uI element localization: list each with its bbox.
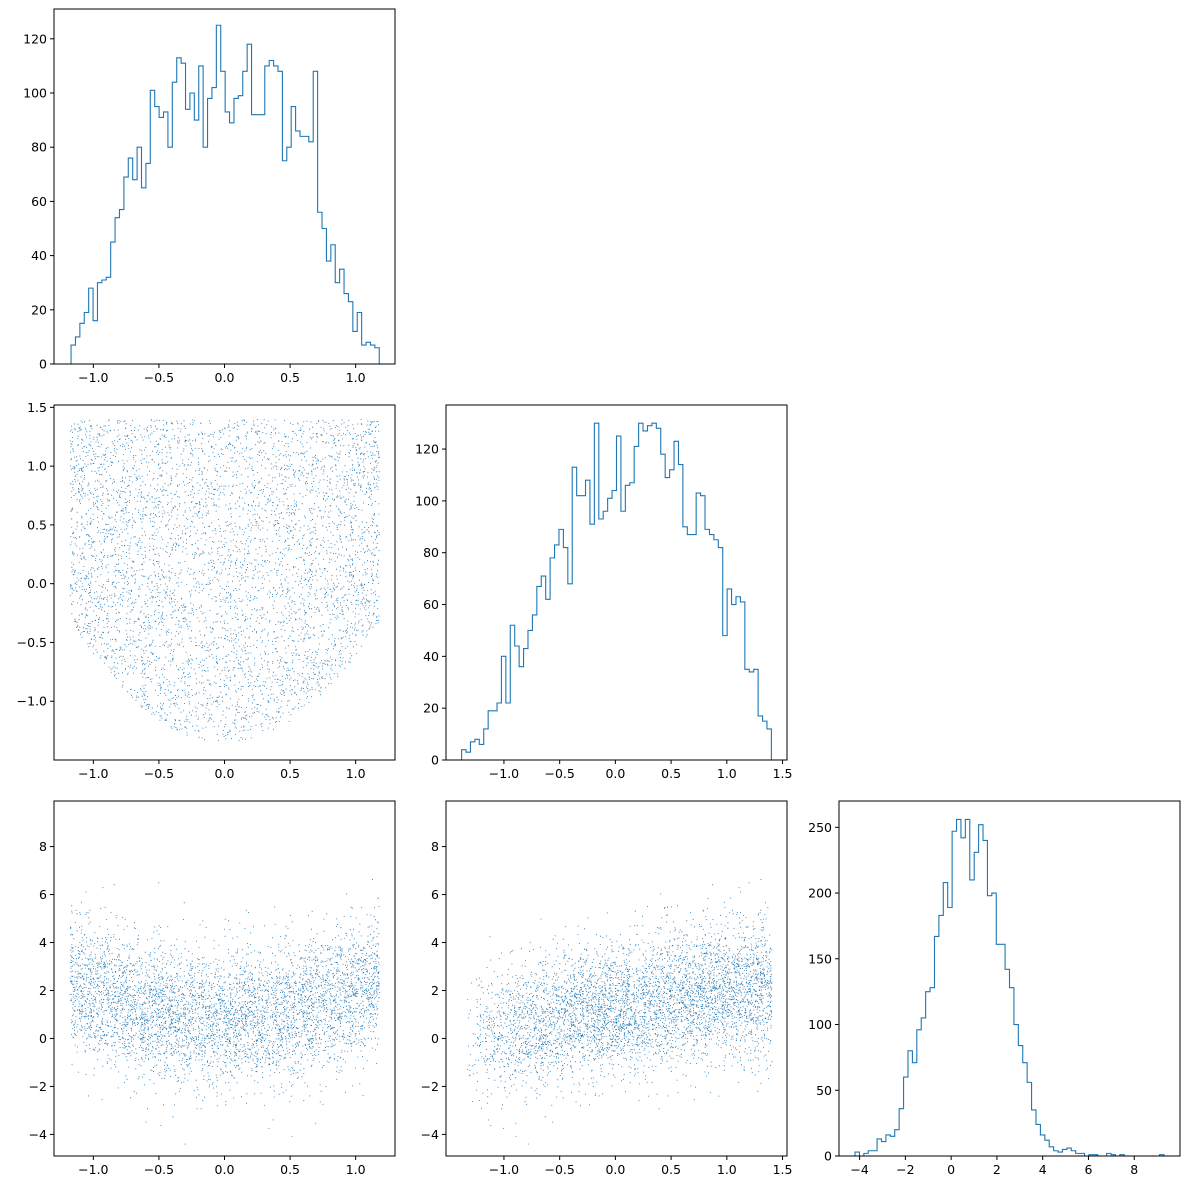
y-tick-label: 120 bbox=[415, 442, 439, 457]
x-tick-label: −4 bbox=[850, 1162, 868, 1177]
x-tick-label: 0.0 bbox=[605, 766, 625, 781]
y-tick-label: 40 bbox=[423, 649, 439, 664]
x-tick-label: −1.0 bbox=[78, 1162, 108, 1177]
y-tick-label: −0.5 bbox=[17, 635, 47, 650]
axes-frame bbox=[445, 800, 788, 1157]
y-tick-label: 20 bbox=[31, 302, 47, 317]
y-tick-label: 1.5 bbox=[27, 400, 47, 415]
x-tick-label: 0.0 bbox=[215, 766, 235, 781]
y-tick-label: 80 bbox=[31, 140, 47, 155]
y-tick-label: −2 bbox=[421, 1079, 439, 1094]
y-tick-label: −2 bbox=[29, 1079, 47, 1094]
y-tick-label: 150 bbox=[808, 951, 832, 966]
y-tick-label: 20 bbox=[423, 701, 439, 716]
y-tick-label: 0 bbox=[39, 357, 47, 372]
x-tick-label: 0.0 bbox=[605, 1162, 625, 1177]
x-tick-label: 0.0 bbox=[215, 1162, 235, 1177]
panel-y-histogram: −1.0 −0.5 0.0 0.5 1.0 1.5 0 20 40 60 80 100 120 bbox=[415, 404, 793, 781]
plot-area bbox=[70, 24, 380, 364]
panel-x-histogram: −1.0 −0.5 0.0 0.5 1.0 0 20 40 60 80 100 120 bbox=[23, 8, 396, 385]
x-tick-label: −1.0 bbox=[489, 766, 519, 781]
axes-frame bbox=[838, 800, 1181, 1157]
y-tick-label: 60 bbox=[31, 194, 47, 209]
plot-area bbox=[461, 422, 772, 760]
y-tick-label: 250 bbox=[808, 820, 832, 835]
x-tick-label: 1.0 bbox=[717, 766, 737, 781]
x-tick-label: −1.0 bbox=[78, 766, 108, 781]
x-tick-label: −2 bbox=[896, 1162, 914, 1177]
x-tick-label: 1.0 bbox=[717, 1162, 737, 1177]
histogram-step-line bbox=[854, 818, 1165, 1156]
x-tick-label: 2 bbox=[993, 1162, 1001, 1177]
x-tick-label: 1.0 bbox=[346, 766, 366, 781]
y-tick-label: 100 bbox=[23, 86, 47, 101]
y-tick-label: 0.0 bbox=[27, 576, 47, 591]
y-tick-label: 120 bbox=[23, 31, 47, 46]
y-tick-label: 2 bbox=[431, 983, 439, 998]
x-tick-label: 0.5 bbox=[661, 766, 681, 781]
x-tick-label: 4 bbox=[1039, 1162, 1047, 1177]
panel-x-y-scatter: −1.0 −0.5 0.0 0.5 1.0 −1.0 −0.5 0.0 0.5 1.0 1.5 bbox=[17, 400, 396, 781]
y-tick-label: 8 bbox=[39, 839, 47, 854]
y-tick-label: 6 bbox=[431, 887, 439, 902]
x-tick-label: 0.5 bbox=[280, 1162, 300, 1177]
x-tick-label: 0.5 bbox=[280, 766, 300, 781]
x-tick-label: −0.5 bbox=[544, 1162, 574, 1177]
x-tick-label: 1.5 bbox=[773, 1162, 793, 1177]
y-tick-label: 40 bbox=[31, 248, 47, 263]
x-tick-label: −0.5 bbox=[144, 1162, 174, 1177]
y-tick-label: −4 bbox=[421, 1127, 439, 1142]
histogram-step-line bbox=[70, 24, 380, 364]
scatter-points bbox=[467, 879, 773, 1145]
y-tick-label: 1.0 bbox=[27, 459, 47, 474]
histogram-step-line bbox=[461, 422, 772, 760]
x-tick-label: −1.0 bbox=[78, 370, 108, 385]
y-tick-label: −4 bbox=[29, 1127, 47, 1142]
y-tick-label: −1.0 bbox=[17, 694, 47, 709]
y-tick-label: 2 bbox=[39, 983, 47, 998]
axes-frame bbox=[445, 404, 788, 761]
panel-y-z-scatter: −1.0 −0.5 0.0 0.5 1.0 1.5 −4 −2 0 2 4 6 8 bbox=[421, 800, 793, 1177]
y-tick-label: 0 bbox=[39, 1031, 47, 1046]
y-tick-label: 4 bbox=[39, 935, 47, 950]
y-tick-label: 0 bbox=[824, 1149, 832, 1164]
y-tick-label: 0 bbox=[431, 753, 439, 768]
x-tick-label: −0.5 bbox=[144, 766, 174, 781]
y-tick-label: 100 bbox=[808, 1017, 832, 1032]
x-tick-label: 0.5 bbox=[280, 370, 300, 385]
x-tick-label: −0.5 bbox=[544, 766, 574, 781]
y-tick-label: 60 bbox=[423, 597, 439, 612]
x-tick-label: 0.5 bbox=[661, 1162, 681, 1177]
y-tick-label: 6 bbox=[39, 887, 47, 902]
x-tick-label: 0 bbox=[947, 1162, 955, 1177]
y-tick-label: 50 bbox=[816, 1083, 832, 1098]
panel-x-z-scatter: −1.0 −0.5 0.0 0.5 1.0 −4 −2 0 2 4 6 8 bbox=[29, 800, 396, 1177]
x-tick-label: 0.0 bbox=[215, 370, 235, 385]
y-tick-label: 4 bbox=[431, 935, 439, 950]
x-tick-label: 1.5 bbox=[773, 766, 793, 781]
x-tick-label: 1.0 bbox=[346, 1162, 366, 1177]
y-tick-label: 80 bbox=[423, 545, 439, 560]
x-tick-label: −0.5 bbox=[144, 370, 174, 385]
y-tick-label: 8 bbox=[431, 839, 439, 854]
x-tick-label: 8 bbox=[1130, 1162, 1138, 1177]
x-tick-label: −1.0 bbox=[489, 1162, 519, 1177]
y-tick-label: 0.5 bbox=[27, 517, 47, 532]
x-tick-label: 6 bbox=[1084, 1162, 1092, 1177]
y-tick-label: 200 bbox=[808, 886, 832, 901]
x-tick-label: 1.0 bbox=[346, 370, 366, 385]
y-tick-label: 0 bbox=[431, 1031, 439, 1046]
y-tick-label: 100 bbox=[415, 493, 439, 508]
plot-area bbox=[854, 818, 1165, 1156]
plot-area bbox=[467, 879, 773, 1145]
panel-z-histogram: −4 −2 0 2 4 6 8 0 50 100 150 200 250 bbox=[808, 800, 1181, 1177]
